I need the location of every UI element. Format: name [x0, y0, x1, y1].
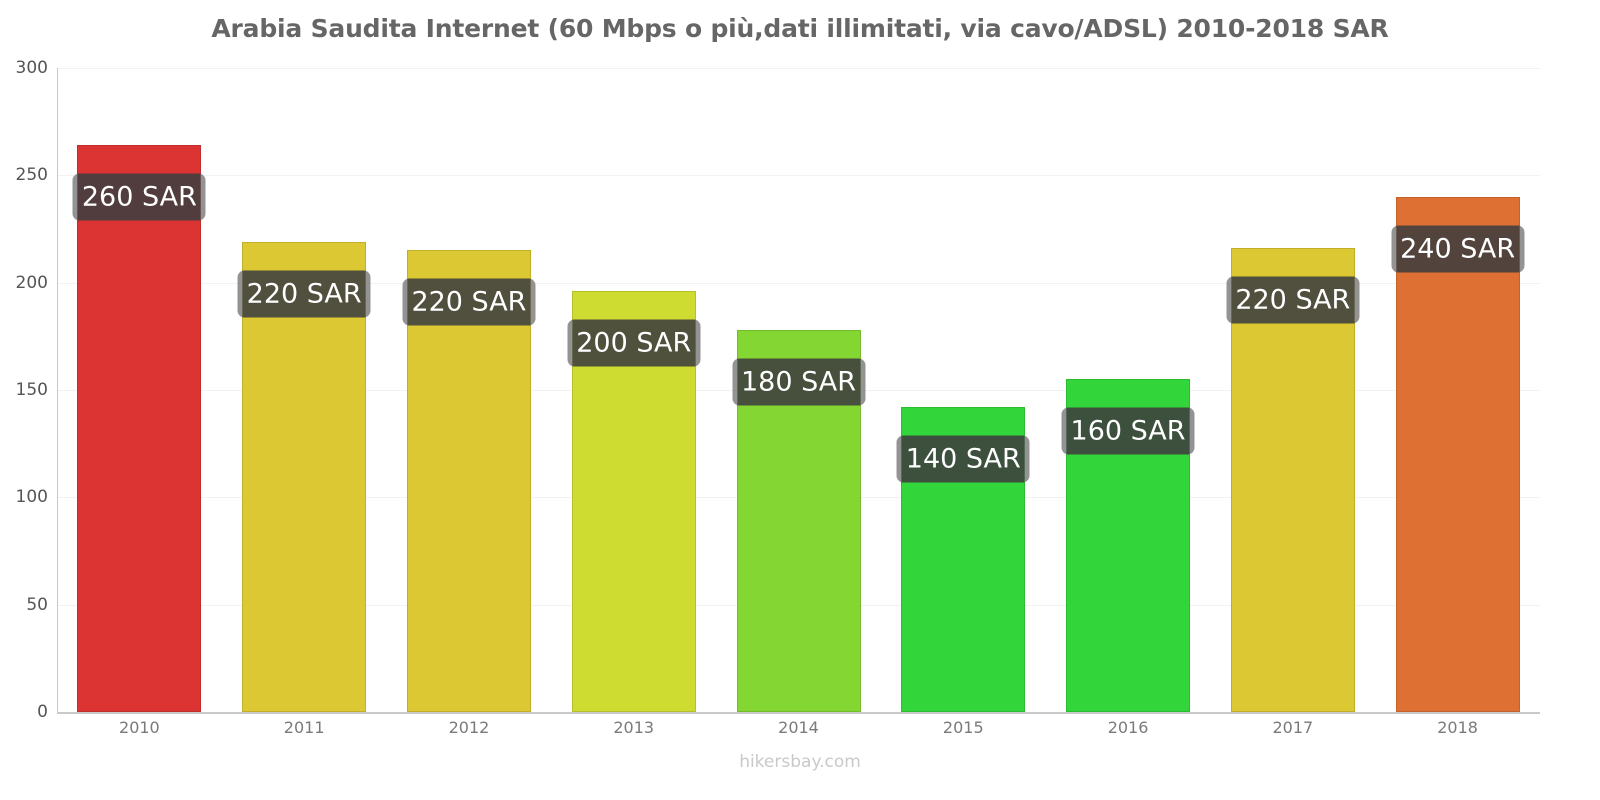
- bar[interactable]: [1395, 196, 1520, 712]
- bar-value-label: 180 SAR: [732, 358, 865, 406]
- bar-value-text: 220 SAR: [1231, 276, 1355, 324]
- bar-value-label: 200 SAR: [567, 319, 701, 367]
- bar-value-text: 240 SAR: [1396, 225, 1520, 273]
- x-axis-tick-label: 2017: [1272, 718, 1314, 737]
- bar-value-label: 160 SAR: [1061, 407, 1195, 455]
- bar-value-label: 220 SAR: [1226, 276, 1360, 324]
- bar-value-text: 180 SAR: [737, 358, 860, 406]
- footer-source: hikersbay.com: [739, 752, 861, 772]
- bar-value-text: 140 SAR: [901, 435, 1025, 483]
- y-axis-tick-label: 100: [15, 487, 48, 508]
- x-axis-tick-label: 2012: [448, 718, 490, 737]
- y-axis-tick-label: 0: [37, 702, 48, 722]
- x-axis-tick-label: 2015: [942, 718, 984, 737]
- x-axis-tick-label: 2013: [613, 718, 655, 737]
- gridline: [57, 175, 1540, 177]
- gridline: [57, 282, 1540, 284]
- bar-value-text: 200 SAR: [572, 319, 696, 367]
- x-axis-tick-label: 2016: [1107, 718, 1149, 737]
- gridline: [57, 68, 1540, 69]
- bar-value-label: 220 SAR: [237, 270, 371, 318]
- bar-value-label: 140 SAR: [896, 435, 1030, 483]
- x-axis-tick-label: 2018: [1437, 718, 1478, 737]
- bar[interactable]: [1230, 248, 1355, 712]
- y-axis-tick-label: 50: [26, 594, 48, 615]
- y-axis-tick-label: 150: [15, 380, 48, 400]
- bar-value-text: 260 SAR: [77, 173, 201, 221]
- y-axis-tick-label: 300: [15, 58, 48, 78]
- bar-value-text: 160 SAR: [1066, 407, 1190, 455]
- bar-value-label: 240 SAR: [1391, 225, 1525, 273]
- x-axis-tick-label: 2014: [778, 718, 819, 737]
- bar[interactable]: [406, 250, 531, 712]
- x-axis-tick-label: 2010: [119, 718, 160, 737]
- bar-value-label: 260 SAR: [72, 173, 206, 221]
- y-axis-line: [57, 68, 58, 713]
- bar-value-text: 220 SAR: [242, 270, 366, 318]
- bar[interactable]: [77, 145, 202, 712]
- x-axis-line: [57, 712, 1540, 714]
- bar[interactable]: [242, 241, 367, 712]
- chart-title: Arabia Saudita Internet (60 Mbps o più,d…: [211, 14, 1389, 43]
- bar-value-text: 220 SAR: [407, 278, 531, 326]
- x-axis-tick-label: 2011: [283, 718, 325, 737]
- y-axis-tick-label: 200: [15, 272, 48, 293]
- bar-value-label: 220 SAR: [402, 278, 536, 326]
- y-axis-tick-label: 250: [15, 165, 48, 186]
